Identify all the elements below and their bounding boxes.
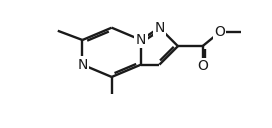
Text: N: N: [154, 21, 165, 35]
Text: N: N: [77, 58, 88, 72]
Text: N: N: [136, 33, 146, 47]
Text: O: O: [214, 25, 225, 39]
Text: O: O: [197, 59, 208, 73]
